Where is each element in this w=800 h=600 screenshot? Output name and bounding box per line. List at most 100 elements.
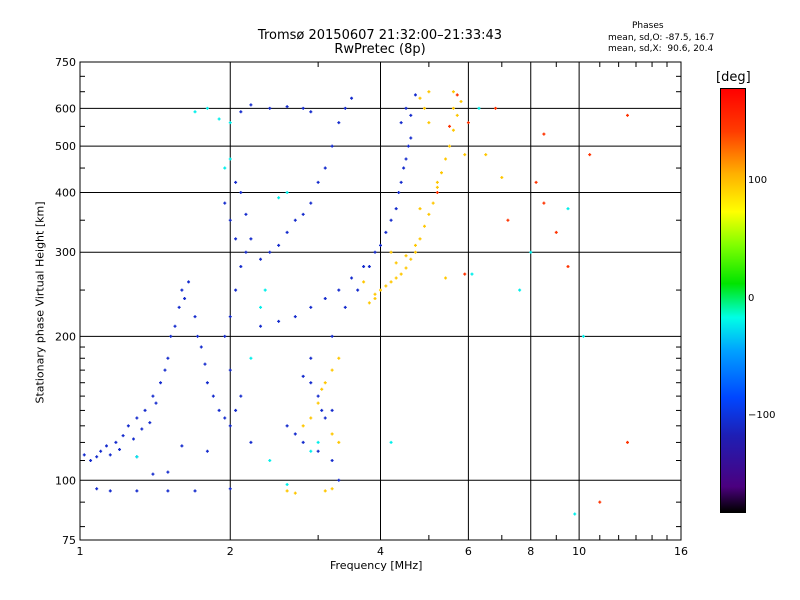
colorbar-unit-label: [deg] bbox=[716, 70, 751, 85]
data-point bbox=[330, 368, 334, 372]
grid-lines bbox=[80, 62, 681, 540]
data-point bbox=[316, 449, 320, 453]
data-point bbox=[301, 440, 305, 444]
x-tick-label: 4 bbox=[377, 545, 384, 558]
data-point bbox=[323, 489, 327, 493]
data-point bbox=[367, 265, 371, 269]
data-point bbox=[183, 297, 187, 301]
data-point bbox=[384, 284, 388, 288]
data-point bbox=[534, 180, 538, 184]
data-point bbox=[239, 265, 243, 269]
data-point bbox=[135, 455, 139, 459]
data-point bbox=[379, 288, 382, 292]
data-point bbox=[228, 487, 232, 491]
data-point bbox=[301, 212, 305, 216]
data-point bbox=[217, 408, 221, 412]
data-point bbox=[89, 458, 93, 462]
data-point bbox=[404, 254, 408, 258]
data-point bbox=[285, 190, 289, 194]
data-point bbox=[259, 324, 263, 328]
data-point bbox=[277, 243, 281, 247]
data-point bbox=[566, 207, 570, 211]
data-point bbox=[330, 487, 334, 491]
colorbar bbox=[720, 88, 746, 513]
data-point bbox=[463, 272, 467, 276]
data-point bbox=[337, 440, 341, 444]
data-point bbox=[598, 500, 602, 504]
data-point bbox=[413, 93, 417, 97]
data-point bbox=[323, 381, 327, 385]
data-point bbox=[399, 272, 403, 276]
data-point bbox=[581, 334, 585, 338]
data-point bbox=[135, 489, 139, 493]
data-point bbox=[455, 113, 459, 117]
data-point bbox=[455, 93, 459, 97]
data-point bbox=[356, 288, 360, 292]
data-point bbox=[409, 257, 413, 261]
chart-title: Tromsø 20150607 21:32:00–21:33:43 bbox=[257, 28, 503, 43]
y-axis-label: Stationary phase Virtual Height [km] bbox=[33, 201, 47, 404]
data-point bbox=[104, 444, 108, 448]
data-point bbox=[244, 212, 248, 216]
data-point bbox=[239, 190, 243, 194]
data-point bbox=[404, 157, 408, 161]
data-point bbox=[95, 455, 99, 459]
data-point bbox=[389, 218, 393, 222]
data-point bbox=[234, 237, 238, 241]
x-axis-label: Frequency [MHz] bbox=[330, 559, 423, 572]
data-point bbox=[343, 305, 347, 309]
data-point bbox=[95, 487, 99, 491]
data-point bbox=[320, 387, 324, 391]
data-point bbox=[451, 128, 455, 132]
data-point bbox=[448, 144, 452, 148]
colorbar-tick-label: 100 bbox=[748, 175, 768, 186]
data-point bbox=[330, 458, 334, 462]
data-point bbox=[277, 196, 281, 200]
data-point bbox=[263, 288, 267, 292]
data-point bbox=[228, 157, 232, 161]
data-point bbox=[542, 132, 546, 136]
data-point bbox=[518, 288, 522, 292]
data-point bbox=[413, 243, 417, 247]
y-tick-label: 750 bbox=[55, 56, 76, 69]
data-point bbox=[402, 166, 406, 170]
data-point bbox=[394, 207, 398, 211]
data-point bbox=[132, 437, 136, 441]
phase-stats-heading: Phases bbox=[632, 21, 664, 31]
data-point bbox=[470, 272, 474, 276]
x-tick-label: 8 bbox=[527, 545, 534, 558]
data-point bbox=[228, 424, 232, 428]
data-point bbox=[427, 121, 431, 125]
data-point bbox=[228, 368, 232, 372]
data-point bbox=[625, 113, 629, 117]
data-point bbox=[223, 201, 227, 205]
data-point bbox=[203, 362, 207, 366]
x-tick-label: 2 bbox=[227, 545, 234, 558]
phase-stats-o: mean, sd,O: -87.5, 16.7 bbox=[608, 33, 715, 43]
data-point bbox=[588, 153, 592, 157]
data-point bbox=[244, 250, 248, 254]
y-tick-label: 300 bbox=[55, 246, 76, 259]
data-point bbox=[399, 180, 403, 184]
data-point bbox=[180, 444, 184, 448]
data-point bbox=[293, 432, 297, 436]
data-point bbox=[330, 432, 334, 436]
data-point bbox=[494, 106, 498, 110]
data-point bbox=[99, 449, 103, 453]
data-point bbox=[82, 453, 86, 457]
data-point bbox=[418, 237, 422, 241]
data-point bbox=[211, 394, 215, 398]
data-point bbox=[444, 157, 448, 161]
data-point bbox=[108, 453, 112, 457]
data-point bbox=[301, 106, 305, 110]
data-point bbox=[309, 110, 313, 114]
data-point bbox=[350, 96, 354, 100]
data-point bbox=[323, 297, 327, 301]
data-point bbox=[177, 305, 181, 309]
colorbar-tick-label: −100 bbox=[748, 410, 776, 421]
data-point bbox=[205, 449, 209, 453]
data-point bbox=[135, 416, 139, 420]
data-point bbox=[293, 218, 297, 222]
data-point bbox=[323, 166, 327, 170]
data-point bbox=[406, 144, 410, 148]
